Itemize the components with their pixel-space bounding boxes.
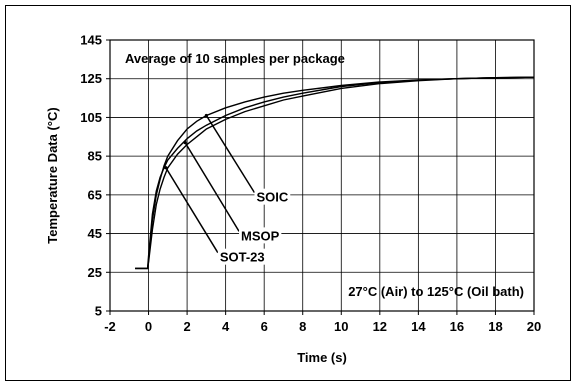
x-tick-label: 8 [299,319,306,334]
y-tick-label: 5 [95,304,102,319]
annotation-test-condition: 27°C (Air) to 125°C (Oil bath) [348,284,524,299]
pointer-sot-23 [165,167,219,254]
x-tick-label: 4 [222,319,230,334]
pointer-dot-sot-23 [164,166,168,170]
series-label-bg-msop [239,227,282,244]
pointer-dot-msop [183,140,187,145]
y-tick-label: 145 [80,33,102,48]
x-tick-label: 14 [411,319,426,334]
x-tick-label: 0 [145,319,152,334]
plot-border [109,39,535,312]
series-label-bg-soic [254,188,291,205]
x-tick-label: 6 [261,319,268,334]
pointer-dot-soic [204,113,208,118]
series-line-sot-23 [135,76,535,270]
series-pointers [164,113,256,254]
series-label-soic: SOIC [256,190,288,205]
x-tick-label: 10 [334,319,348,334]
pointer-soic [205,115,256,194]
x-axis-label: Time (s) [297,350,347,365]
y-tick-label: 45 [88,226,102,241]
annotation-samples: Average of 10 samples per package [125,51,345,66]
x-tick-label: 18 [488,319,502,334]
series-label-bg-sot-23 [217,248,267,265]
series-labels: SOT-23 MSOP SOIC [217,188,291,265]
series-label-sot-23: SOT-23 [220,250,265,265]
y-tick-label: 65 [88,187,102,202]
y-tick-label: 85 [88,149,102,164]
x-tick-label: 20 [527,319,541,334]
y-tick-label: 25 [88,265,102,280]
x-tick-label: 16 [450,319,464,334]
x-axis-ticks: -2 0 2 4 6 8 10 12 14 16 18 20 [104,311,541,334]
plot-area [110,40,534,311]
y-tick-label: 105 [80,110,102,125]
y-axis-ticks: 5 25 45 65 85 105 125 145 [80,33,110,319]
x-tick-label: 12 [373,319,387,334]
pointer-msop [184,142,240,232]
series-label-msop: MSOP [241,228,280,243]
x-tick-label: 2 [183,319,190,334]
x-tick-label: -2 [104,319,116,334]
y-axis-label: Temperature Data (°C) [45,107,60,243]
y-tick-label: 125 [80,71,102,86]
